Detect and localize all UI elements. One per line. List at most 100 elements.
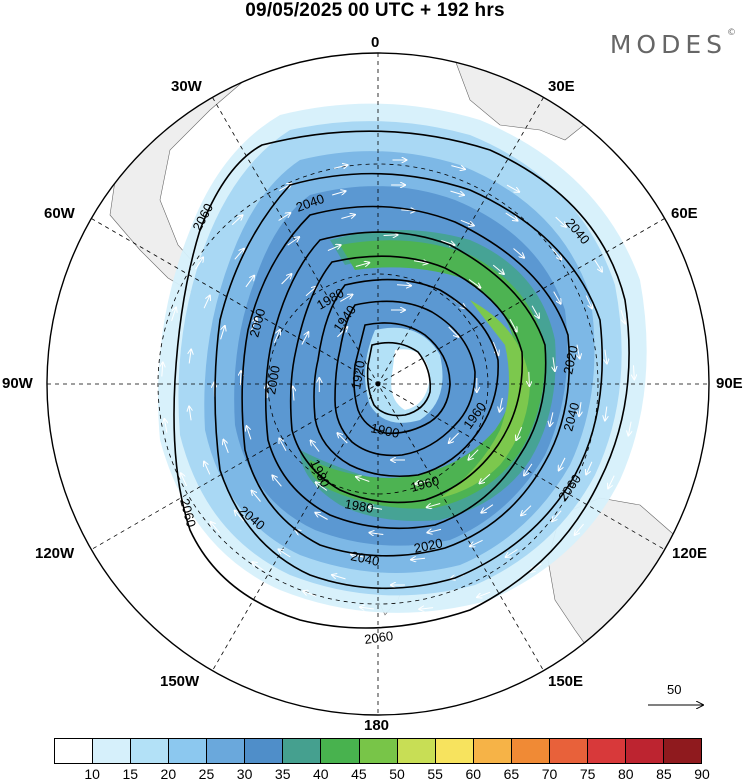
height-contours (173, 130, 630, 629)
wind-arrow (608, 475, 615, 489)
colorbar-segment (435, 739, 474, 763)
contour-label: 1980 (343, 496, 374, 516)
wind-arrow (555, 216, 566, 227)
wind-arrow (204, 462, 211, 475)
wind-arrow (550, 412, 553, 426)
colorbar-tick-label: 25 (198, 766, 215, 782)
colorbar-segment (283, 739, 322, 763)
wind-arrow (171, 308, 176, 321)
wind-arrow (181, 473, 188, 487)
wind-arrow (586, 461, 593, 475)
wind-arrow (396, 285, 411, 286)
lon-label-90w: 90W (2, 375, 33, 392)
contour-label: 2040 (349, 548, 380, 569)
wind-arrow (383, 235, 398, 236)
contour-label: 1900 (369, 420, 400, 441)
contour-2020 (241, 205, 571, 557)
wind-arrow (513, 248, 525, 258)
wind-arrow (189, 407, 191, 421)
lon-label-150w: 150W (160, 673, 200, 690)
colorbar-tick-label: 70 (541, 766, 558, 782)
colorbar-segment (549, 739, 588, 763)
contour-label: 2060 (363, 628, 394, 647)
wind-arrow (628, 421, 631, 436)
colorbar-tick-label: 20 (160, 766, 177, 782)
wind-arrow (211, 522, 220, 534)
wind-arrow (301, 332, 309, 345)
wind-arrow (315, 513, 328, 520)
colorbar-segment (55, 739, 94, 763)
wind-arrow (413, 261, 428, 263)
contour-label: 2020 (413, 535, 444, 556)
contour-2040 (214, 172, 604, 590)
wind-arrow (369, 533, 384, 535)
map-boundary (46, 52, 710, 716)
lon-label-120w: 120W (35, 545, 75, 562)
wind-arrow (195, 257, 204, 270)
colorbar-tick-label: 40 (313, 766, 329, 782)
lon-label-30e: 30E (548, 78, 575, 95)
colorbar-tick-label: 65 (503, 766, 520, 782)
contour-1900 (366, 341, 432, 417)
wind-arrow (287, 237, 300, 246)
map-title: 09/05/2025 00 UTC + 192 hrs (245, 0, 505, 21)
colorbar-tick-label: 80 (617, 766, 634, 782)
colorbar-segment (169, 739, 208, 763)
colorbar-segment (473, 739, 512, 763)
wind-arrow (240, 371, 241, 386)
contour-1940 (334, 300, 476, 457)
colorbar-tick-label: 50 (389, 766, 405, 782)
wind-arrow (223, 440, 229, 453)
south-pole-marker (375, 381, 381, 387)
lon-label-0: 0 (371, 34, 380, 51)
wind-arrow (579, 402, 581, 416)
wind-arrow (481, 504, 494, 513)
wind-arrow (577, 344, 580, 359)
contour-label: 2020 (560, 344, 581, 375)
contour-label: 1920 (348, 359, 368, 390)
wind-arrow (448, 326, 459, 337)
wind-arrow (450, 190, 465, 195)
lon-label-120e: 120E (672, 545, 708, 562)
wind-arrow (506, 549, 518, 558)
wind-arrow (333, 165, 348, 168)
wind-arrow (273, 330, 279, 343)
colorbar-segment (93, 739, 132, 763)
wind-arrow (427, 503, 441, 508)
wind-arrow (505, 212, 518, 221)
wind-arrow (419, 608, 434, 610)
wind-arrow (220, 326, 225, 340)
lon-label-60e: 60E (671, 205, 698, 222)
wind-arrow (293, 387, 294, 401)
wind-arrow (521, 505, 532, 516)
colorbar-tick-label: 85 (656, 766, 672, 782)
contour-label: 2000 (246, 307, 268, 339)
lon-label-60w: 60W (44, 205, 75, 222)
colorbar-segment (587, 739, 626, 763)
wind-arrow (531, 305, 539, 318)
wind-arrow (252, 491, 261, 502)
logo-mark: © (727, 28, 736, 38)
wind-arrow (492, 342, 498, 355)
wind-arrow (281, 274, 292, 285)
wind-arrow (468, 449, 479, 460)
wind-arrow (279, 439, 287, 452)
wind-arrow (250, 318, 257, 332)
wind-arrow (575, 523, 584, 535)
wind-arrow (470, 539, 483, 546)
contour-2060-outer (173, 130, 630, 629)
colorbar-tick-label: 35 (274, 766, 291, 782)
wind-arrow (252, 562, 264, 571)
wind-arrow (279, 549, 291, 558)
wind-arrow (351, 554, 365, 557)
colorbar-segment (511, 739, 550, 763)
wind-arrow (235, 511, 245, 522)
colorbar-tick-label: 15 (122, 766, 139, 782)
wind-arrow (500, 397, 503, 412)
contour-label: 2000 (263, 364, 283, 395)
contour-label: 2040 (560, 401, 582, 433)
wind-arrow (605, 349, 607, 364)
colorbar-segment (207, 739, 246, 763)
colorbar-segment (359, 739, 398, 763)
